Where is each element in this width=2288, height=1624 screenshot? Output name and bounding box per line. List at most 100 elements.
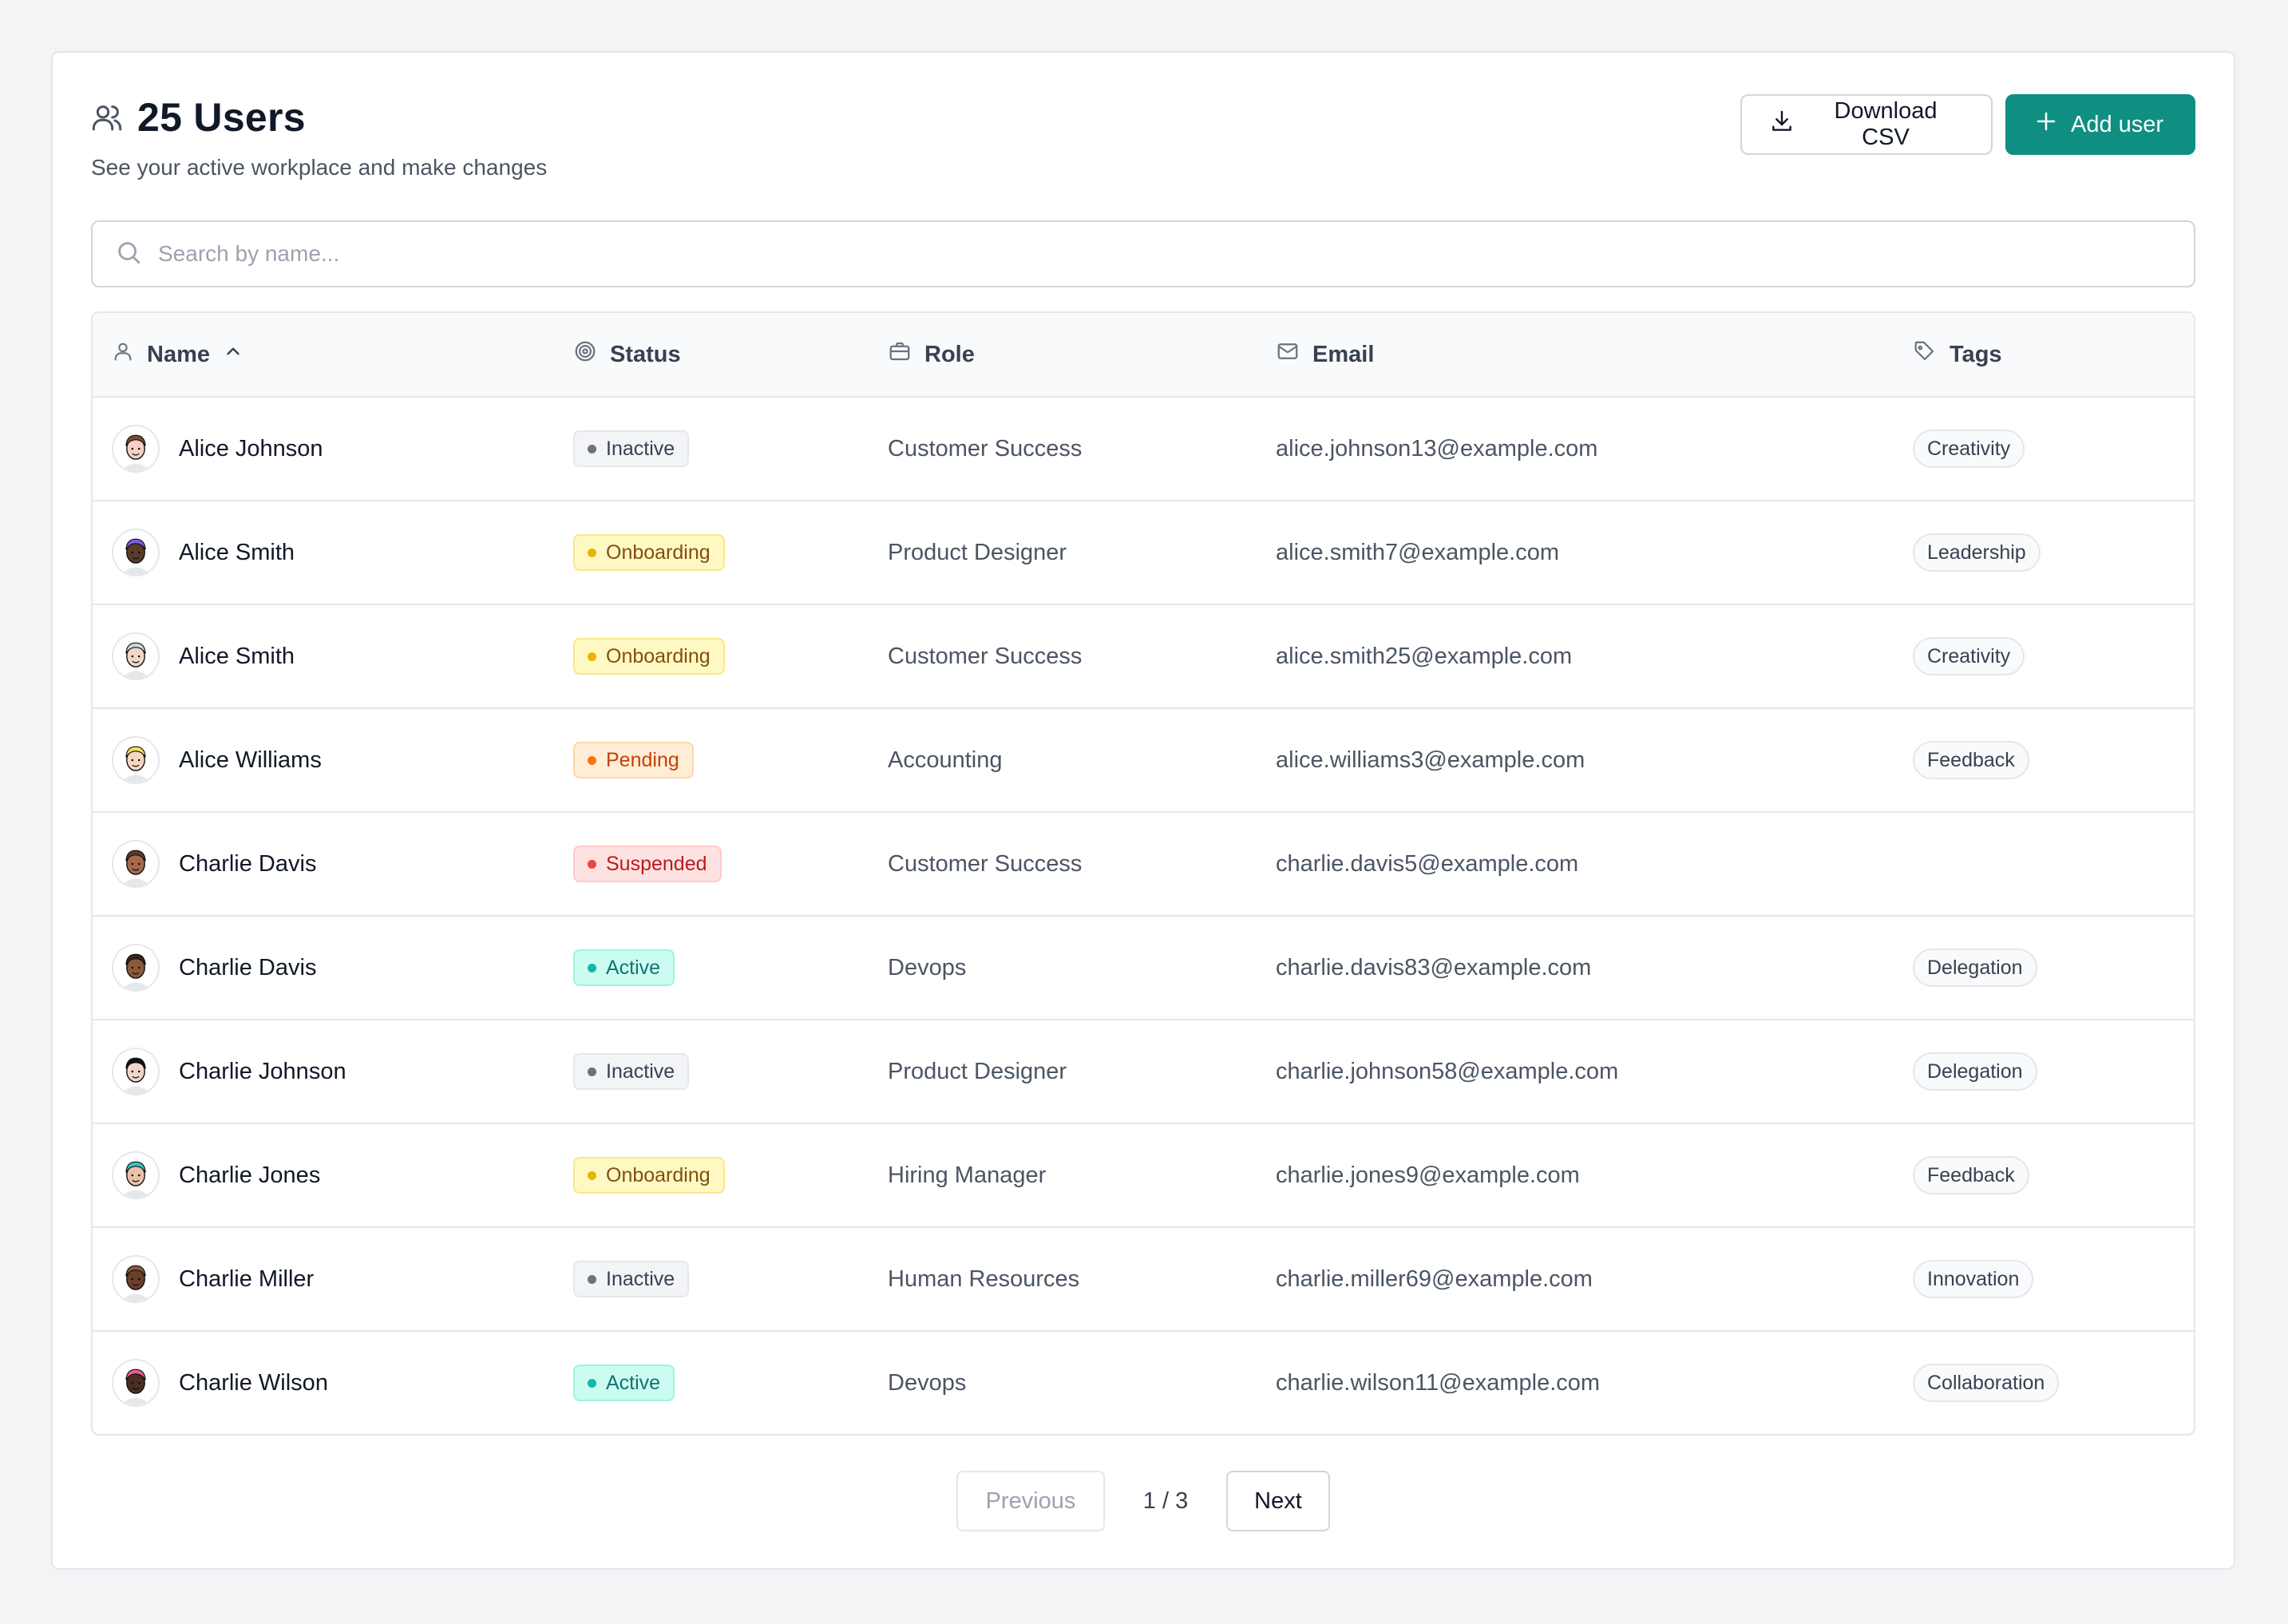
- name-cell: Alice Smith: [112, 605, 295, 707]
- status-badge: Active: [573, 1365, 675, 1401]
- table-row[interactable]: Alice Smith Onboarding Customer Success ali…: [93, 605, 2194, 709]
- chevron-up-icon[interactable]: [223, 341, 243, 368]
- tag-icon: [1913, 339, 1937, 370]
- user-name: Alice Smith: [179, 643, 295, 669]
- avatar: [112, 425, 160, 473]
- table-row[interactable]: Charlie Davis Active Devops charlie.davis83…: [93, 917, 2194, 1020]
- avatar-icon: [112, 1151, 160, 1199]
- table-row[interactable]: Charlie Johnson Inactive Product Designer c…: [93, 1020, 2194, 1124]
- tags-cell: Innovation: [1913, 1228, 2034, 1330]
- tag-chip: Innovation: [1913, 1260, 2034, 1298]
- role-cell: Customer Success: [888, 643, 1083, 669]
- email-cell: charlie.jones9@example.com: [1276, 1162, 1580, 1188]
- status-badge: Inactive: [573, 1261, 690, 1297]
- table-row[interactable]: Alice Williams Pending Accounting alice.wil…: [93, 709, 2194, 813]
- email-cell: charlie.miller69@example.com: [1276, 1266, 1593, 1292]
- column-header-name[interactable]: Name: [112, 313, 243, 396]
- name-cell: Charlie Johnson: [112, 1020, 346, 1123]
- table-row[interactable]: Alice Smith Onboarding Product Designer ali…: [93, 501, 2194, 605]
- previous-page-button[interactable]: Previous: [956, 1471, 1105, 1531]
- role-cell: Hiring Manager: [888, 1162, 1047, 1188]
- tags-cell: Creativity: [1913, 605, 2025, 707]
- tag-chip: Delegation: [1913, 1052, 2037, 1091]
- column-header-status[interactable]: Status: [573, 313, 681, 396]
- avatar-icon: [112, 736, 160, 784]
- status-badge: Onboarding: [573, 638, 725, 675]
- user-name: Alice Williams: [179, 747, 322, 773]
- search-input[interactable]: [156, 240, 2194, 267]
- briefcase-icon: [888, 339, 912, 370]
- user-icon: [112, 340, 134, 369]
- user-name: Charlie Miller: [179, 1266, 315, 1292]
- download-csv-label: Download CSV: [1834, 98, 1938, 150]
- status-label: Suspended: [606, 852, 707, 875]
- header-actions: Download CSV Add user: [1740, 94, 2195, 155]
- email-cell: charlie.johnson58@example.com: [1276, 1058, 1619, 1084]
- page-indicator: 1 / 3: [1142, 1487, 1189, 1514]
- tag-chip: Collaboration: [1913, 1364, 2060, 1402]
- users-card: 25 Users See your active workplace and m…: [51, 51, 2235, 1570]
- column-name-label: Name: [147, 341, 210, 367]
- column-header-email[interactable]: Email: [1276, 313, 1374, 396]
- next-page-button[interactable]: Next: [1226, 1471, 1330, 1531]
- download-csv-button[interactable]: Download CSV: [1740, 94, 1993, 155]
- avatar: [112, 1048, 160, 1095]
- status-badge: Onboarding: [573, 534, 725, 571]
- table-row[interactable]: Charlie Davis Suspended Customer Success ch…: [93, 813, 2194, 917]
- status-cell: Pending: [573, 709, 694, 811]
- table-row[interactable]: Charlie Jones Onboarding Hiring Manager cha…: [93, 1124, 2194, 1228]
- download-icon: [1769, 109, 1795, 141]
- user-name: Charlie Davis: [179, 850, 317, 877]
- status-label: Onboarding: [606, 1163, 711, 1186]
- name-cell: Charlie Wilson: [112, 1332, 328, 1434]
- avatar: [112, 944, 160, 992]
- avatar-icon: [112, 425, 160, 473]
- role-cell: Customer Success: [888, 435, 1083, 461]
- avatar: [112, 529, 160, 576]
- mail-icon: [1276, 339, 1300, 370]
- table-row[interactable]: Charlie Wilson Active Devops charlie.wilson…: [93, 1332, 2194, 1434]
- user-name: Charlie Johnson: [179, 1058, 346, 1084]
- users-table: Name Status: [91, 311, 2195, 1436]
- status-badge: Suspended: [573, 846, 722, 882]
- tag-chip: Creativity: [1913, 430, 2025, 468]
- column-header-role[interactable]: Role: [888, 313, 975, 396]
- avatar-icon: [112, 840, 160, 888]
- role-cell: Devops: [888, 954, 967, 980]
- avatar: [112, 736, 160, 784]
- tags-cell: Collaboration: [1913, 1332, 2060, 1434]
- status-dot-icon: [588, 755, 596, 765]
- search-icon: [115, 239, 142, 270]
- avatar: [112, 840, 160, 888]
- page-header: 25 Users See your active workplace and m…: [91, 94, 2195, 190]
- status-cell: Onboarding: [573, 1124, 725, 1226]
- email-cell: alice.smith7@example.com: [1276, 539, 1560, 565]
- status-label: Pending: [606, 748, 679, 771]
- status-dot-icon: [588, 1274, 596, 1284]
- table-row[interactable]: Charlie Miller Inactive Human Resources cha…: [93, 1228, 2194, 1332]
- status-label: Active: [606, 956, 661, 979]
- email-cell: alice.smith25@example.com: [1276, 643, 1573, 669]
- role-cell: Devops: [888, 1369, 967, 1396]
- column-header-tags[interactable]: Tags: [1913, 313, 2002, 396]
- status-badge: Inactive: [573, 1053, 690, 1090]
- avatar-icon: [112, 1255, 160, 1303]
- tags-cell: Delegation: [1913, 1020, 2037, 1123]
- name-cell: Charlie Jones: [112, 1124, 320, 1226]
- tag-chip: Feedback: [1913, 741, 2029, 779]
- role-cell: Accounting: [888, 747, 1003, 773]
- tag-chip: Delegation: [1913, 949, 2037, 987]
- status-cell: Onboarding: [573, 501, 725, 604]
- tag-chip: Feedback: [1913, 1156, 2029, 1194]
- add-user-button[interactable]: Add user: [2005, 94, 2195, 155]
- status-cell: Active: [573, 917, 675, 1019]
- column-role-label: Role: [924, 341, 975, 367]
- avatar-icon: [112, 944, 160, 992]
- status-dot-icon: [588, 1170, 596, 1180]
- email-cell: charlie.wilson11@example.com: [1276, 1369, 1601, 1396]
- tags-cell: Delegation: [1913, 917, 2037, 1019]
- status-dot-icon: [588, 1378, 596, 1388]
- table-row[interactable]: Alice Johnson Inactive Customer Success ali…: [93, 398, 2194, 501]
- status-cell: Active: [573, 1332, 675, 1434]
- avatar: [112, 1359, 160, 1407]
